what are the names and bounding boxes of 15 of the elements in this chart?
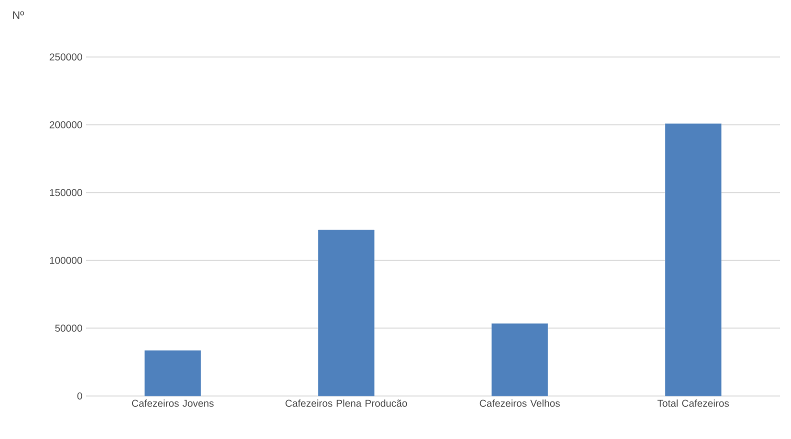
y-tick-label: 0 [77,392,82,400]
bar [318,230,374,396]
bar [492,323,548,396]
y-tick-label: 200000 [50,121,82,128]
bar [665,124,722,396]
x-tick-label: Cafezeiros Plena Producão [286,400,408,407]
x-tick-label: Cafezeiros Jovens [132,400,214,407]
y-tick-label: 250000 [50,53,82,61]
y-tick-label: 150000 [50,189,82,196]
y-tick-label: 100000 [50,256,82,264]
y-axis-title: Nº [13,11,24,19]
x-tick-label: Total Cafezeiros [657,400,729,407]
bar [144,350,201,396]
y-tick-label: 50000 [55,324,82,332]
x-tick-label: Cafezeiros Velhos [480,400,560,407]
